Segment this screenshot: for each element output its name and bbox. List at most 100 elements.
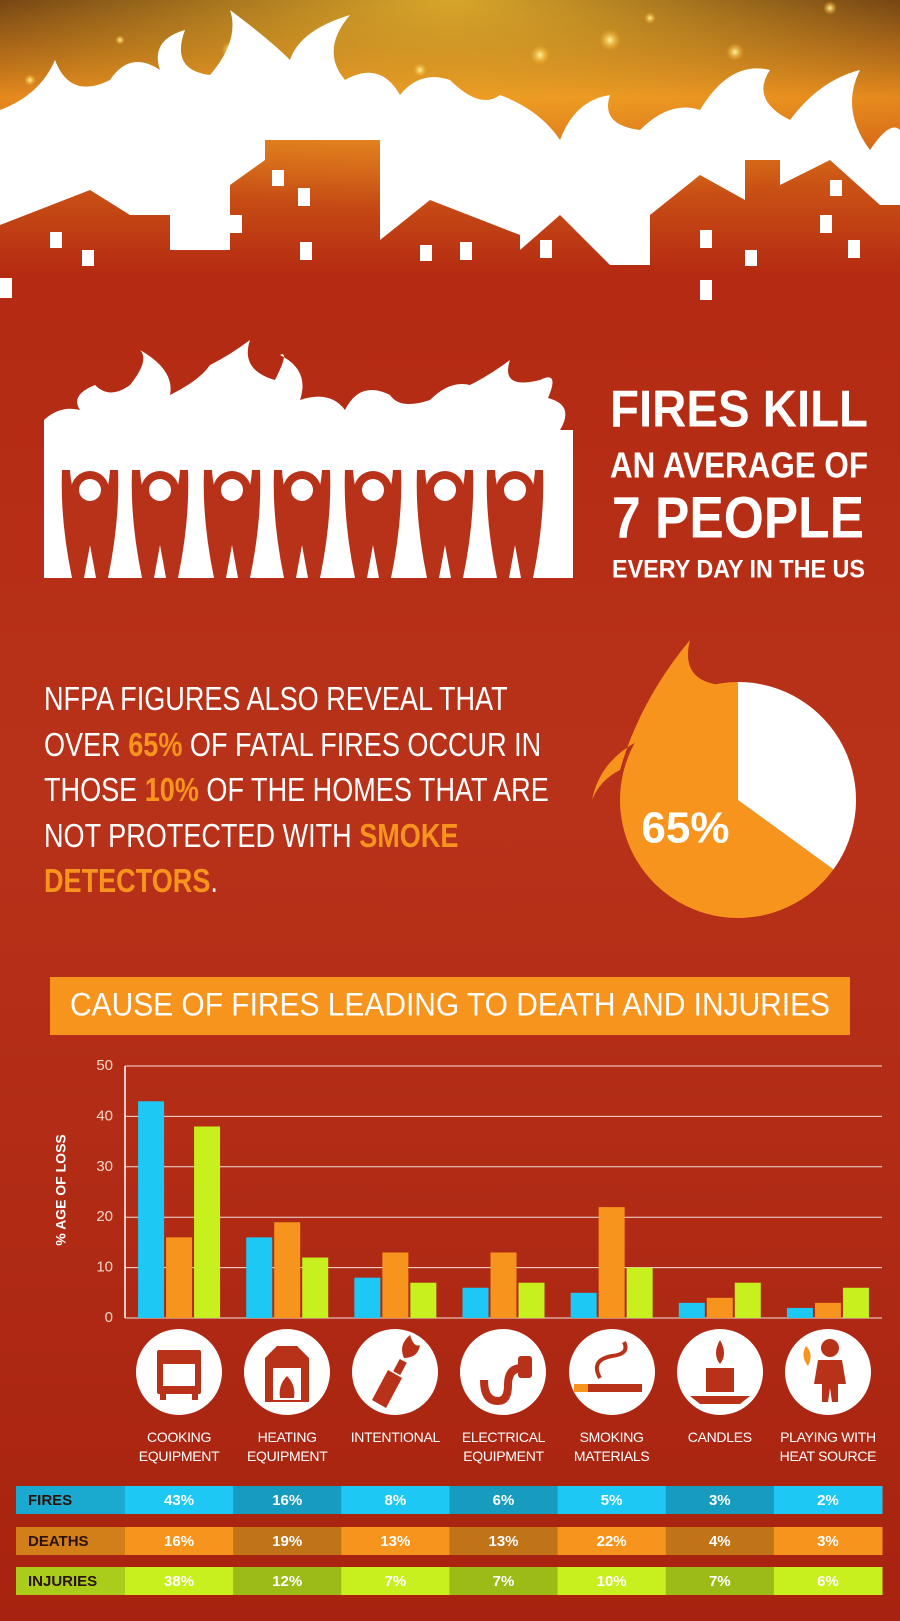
bar [734, 1282, 761, 1318]
bar [490, 1252, 517, 1318]
table-value: 7% [709, 1573, 731, 1590]
table-value: 10% [597, 1573, 627, 1590]
table-value: 16% [164, 1533, 194, 1550]
table-cell [665, 1486, 775, 1514]
table-value: 6% [493, 1492, 515, 1509]
table-cell [665, 1567, 775, 1595]
x-tick-label: HEATING EQUIPMENT [246, 1429, 328, 1464]
bar [678, 1302, 705, 1318]
table-cell [665, 1527, 775, 1555]
statement: NFPA FIGURES ALSO REVEAL THAT OVER 65% O… [44, 676, 585, 904]
bar [302, 1257, 329, 1318]
table-value: 16% [272, 1492, 302, 1509]
table-cell [557, 1567, 667, 1595]
y-tick-label: 0 [105, 1309, 113, 1326]
table-cell [125, 1486, 234, 1514]
chart-title: CAUSE OF FIRES LEADING TO DEATH AND INJU… [70, 986, 830, 1022]
table-cell [341, 1527, 450, 1555]
table-value: 3% [817, 1533, 839, 1550]
table-value: 8% [385, 1492, 407, 1509]
table-cell [125, 1527, 234, 1555]
table-cell [233, 1567, 342, 1595]
bar [246, 1237, 273, 1318]
y-tick-label: 20 [96, 1208, 113, 1225]
table-value: 7% [493, 1573, 515, 1590]
y-axis-label: % AGE OF LOSS [53, 1134, 69, 1246]
legend-swatch [16, 1527, 125, 1555]
bar [786, 1307, 813, 1318]
table-cell [449, 1486, 559, 1514]
table-cell [773, 1527, 883, 1555]
legend-swatch [16, 1486, 125, 1514]
bar [842, 1287, 869, 1318]
bar-chart: 0 10 20 30 40 50 [96, 1057, 882, 1326]
x-tick-label: INTENTIONAL [350, 1429, 441, 1445]
table-cell [773, 1486, 883, 1514]
statement-highlight: SMOKE DETECTORS [44, 816, 459, 900]
statement-text: OF THE HOMES THAT ARE NOT PROTECTED WITH [44, 771, 549, 854]
pie-value-label: 65% [641, 803, 729, 852]
statement-text: . [210, 862, 218, 899]
table-value: 2% [817, 1492, 839, 1509]
bar [462, 1287, 489, 1318]
bar [410, 1282, 437, 1318]
legend-label: FIRES [28, 1492, 72, 1509]
pie-chart: 65% [619, 682, 856, 919]
y-tick-label: 50 [96, 1057, 113, 1074]
statement-highlight: 10% [144, 771, 199, 808]
table-value: 7% [385, 1573, 407, 1590]
bar [570, 1292, 597, 1318]
table-value: 3% [709, 1492, 731, 1509]
x-tick-label: CANDLES [687, 1429, 752, 1445]
table-cell [449, 1567, 559, 1595]
people-in-fire [44, 340, 573, 578]
table-cell [233, 1527, 342, 1555]
bar [274, 1222, 301, 1318]
table-value: 13% [380, 1533, 410, 1550]
statement-highlight: 65% [128, 725, 183, 763]
cause-icons [136, 1329, 871, 1415]
statement-text: NFPA FIGURES ALSO REVEAL THAT OVER [44, 680, 508, 763]
table-value: 12% [272, 1573, 302, 1590]
bar [138, 1101, 165, 1318]
table-value: 43% [164, 1492, 194, 1509]
bar [706, 1297, 733, 1318]
bar [166, 1237, 193, 1318]
bar [382, 1252, 409, 1318]
table-cell [341, 1486, 450, 1514]
table-value: 13% [488, 1533, 518, 1550]
headline-line: AN AVERAGE OF [610, 445, 868, 486]
table-cell [557, 1527, 667, 1555]
bar [354, 1277, 381, 1318]
statement-text: OF FATAL FIRES OCCUR IN THOSE [44, 725, 542, 809]
table-value: 6% [817, 1573, 839, 1590]
headline-line: 7 PEOPLE [612, 485, 864, 550]
table-value: 19% [272, 1533, 302, 1550]
legend-swatch [16, 1567, 125, 1595]
pie-slice [619, 682, 834, 919]
x-tick-label: COOKING EQUIPMENT [138, 1429, 220, 1464]
y-tick-label: 10 [96, 1259, 113, 1276]
table-cell [341, 1567, 450, 1595]
table-value: 22% [597, 1533, 627, 1550]
table-cell [557, 1486, 667, 1514]
y-tick-label: 40 [96, 1107, 113, 1124]
x-tick-label: SMOKING MATERIALS [573, 1429, 650, 1464]
legend-label: DEATHS [28, 1533, 89, 1550]
legend-label: INJURIES [28, 1573, 97, 1590]
table-value: 4% [709, 1533, 731, 1550]
x-tick-label: PLAYING WITH HEAT SOURCE [779, 1429, 877, 1464]
title-banner [50, 977, 850, 1035]
bar [194, 1126, 221, 1318]
headline: FIRES KILL AN AVERAGE OF 7 PEOPLE EVERY … [610, 381, 868, 584]
table-value: 5% [601, 1492, 623, 1509]
table-value: 38% [164, 1573, 194, 1590]
pie-slice [738, 682, 856, 870]
bar [518, 1282, 545, 1318]
table-cell [773, 1567, 883, 1595]
table-cell [449, 1527, 559, 1555]
headline-line: EVERY DAY IN THE US [612, 556, 865, 584]
bar [598, 1207, 625, 1318]
